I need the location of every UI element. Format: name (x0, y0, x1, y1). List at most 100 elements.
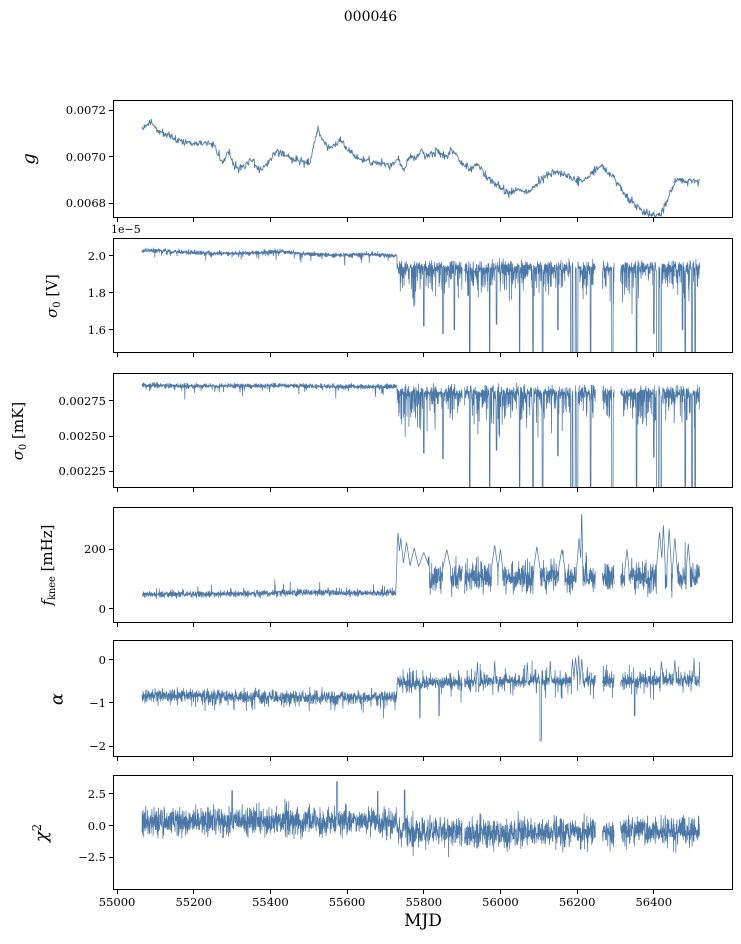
x-tick-label: 55800 (405, 895, 443, 909)
y-tick-mark (109, 793, 113, 795)
x-tick-mark (269, 353, 271, 357)
y-tick-mark (109, 745, 113, 747)
subplot-sigma0-mk (113, 373, 733, 488)
subplot-sigma0-v-canvas (114, 239, 732, 352)
y-tick-mark (109, 156, 113, 158)
x-tick-mark (653, 623, 655, 627)
x-tick-mark (116, 218, 118, 222)
y-axis-label-fknee: fknee [mHz] (38, 525, 58, 606)
x-tick-mark (269, 218, 271, 222)
x-tick-mark (653, 488, 655, 492)
x-tick-mark (269, 757, 271, 761)
y-tick-label: 0.0068 (65, 196, 106, 211)
y-axis-label-part: knee (47, 576, 59, 600)
x-tick-mark (346, 218, 348, 222)
x-tick-mark (193, 890, 195, 894)
y-tick-label: 0.00250 (58, 429, 106, 444)
y-tick-mark (109, 659, 113, 661)
y-tick-mark (109, 608, 113, 610)
x-tick-mark (576, 623, 578, 627)
x-tick-mark (576, 890, 578, 894)
x-tick-mark (499, 757, 501, 761)
x-tick-label: 56000 (482, 895, 519, 909)
y-tick-mark (109, 702, 113, 704)
subplot-g-canvas (114, 101, 732, 217)
x-tick-label: 55200 (175, 895, 213, 909)
x-tick-mark (576, 757, 578, 761)
y-tick-mark (109, 329, 113, 331)
x-tick-mark (193, 353, 195, 357)
y-tick-label: 0.00225 (58, 464, 106, 479)
subplot-chi2 (113, 775, 733, 890)
y-tick-label: 0.00275 (58, 393, 106, 408)
subplot-g (113, 100, 733, 218)
y-tick-label: 2.0 (87, 248, 106, 263)
x-tick-mark (499, 623, 501, 627)
x-tick-mark (653, 890, 655, 894)
y-tick-label: 0.0070 (65, 149, 106, 164)
y-tick-label: 0.0072 (65, 103, 106, 118)
x-tick-mark (576, 353, 578, 357)
x-tick-mark (576, 218, 578, 222)
y-tick-label: −1 (89, 695, 106, 710)
subplot-sigma0-v (113, 238, 733, 353)
x-tick-mark (346, 488, 348, 492)
y-tick-label: 1.8 (87, 285, 106, 300)
x-tick-mark (423, 488, 425, 492)
x-tick-mark (116, 623, 118, 627)
x-tick-mark (116, 890, 118, 894)
x-tick-mark (499, 353, 501, 357)
x-tick-label: 55400 (252, 895, 289, 909)
x-tick-mark (346, 757, 348, 761)
x-tick-label: 56200 (558, 895, 596, 909)
x-axis-label: MJD (404, 911, 442, 931)
x-tick-mark (269, 623, 271, 627)
subplot-chi2-canvas (114, 776, 732, 889)
y-tick-label: 0 (98, 601, 106, 616)
x-tick-mark (193, 488, 195, 492)
x-tick-mark (576, 488, 578, 492)
x-tick-mark (269, 488, 271, 492)
x-tick-mark (116, 488, 118, 492)
x-tick-mark (653, 757, 655, 761)
figure-title: 000046 (343, 9, 398, 25)
x-tick-mark (653, 218, 655, 222)
y-axis-label-part: σ (42, 307, 61, 318)
subplot-sigma0-mk-canvas (114, 374, 732, 487)
y-tick-label: 2.5 (87, 786, 106, 801)
x-tick-mark (193, 757, 195, 761)
x-tick-mark (499, 488, 501, 492)
x-tick-label: 56400 (635, 895, 673, 909)
subplot-fknee-canvas (114, 508, 732, 622)
y-tick-label: 1.6 (87, 322, 106, 337)
y-tick-mark (109, 109, 113, 111)
y-tick-label: 200 (84, 542, 106, 557)
y-axis-label-part: σ (8, 449, 27, 460)
y-tick-mark (109, 400, 113, 402)
x-tick-label: 55000 (98, 895, 136, 909)
y-tick-label: 0 (98, 652, 106, 667)
y-axis-label-part: [mK] (8, 401, 27, 444)
x-tick-mark (116, 353, 118, 357)
y-tick-mark (109, 435, 113, 437)
y-tick-label: 0.0 (87, 818, 106, 833)
x-tick-mark (423, 890, 425, 894)
x-tick-mark (193, 623, 195, 627)
y-tick-mark (109, 856, 113, 858)
x-tick-mark (423, 757, 425, 761)
y-axis-label-sigma0-mk: σ0 [mK] (9, 401, 29, 459)
x-tick-mark (499, 218, 501, 222)
subplot-alpha-canvas (114, 641, 732, 756)
y-tick-mark (109, 202, 113, 204)
x-tick-mark (346, 890, 348, 894)
x-tick-mark (423, 218, 425, 222)
x-tick-mark (423, 623, 425, 627)
y-tick-label: −2 (89, 739, 106, 754)
y-tick-mark (109, 825, 113, 827)
y-tick-mark (109, 292, 113, 294)
y-tick-mark (109, 470, 113, 472)
x-tick-mark (269, 890, 271, 894)
subplot-fknee (113, 507, 733, 623)
x-tick-mark (423, 353, 425, 357)
